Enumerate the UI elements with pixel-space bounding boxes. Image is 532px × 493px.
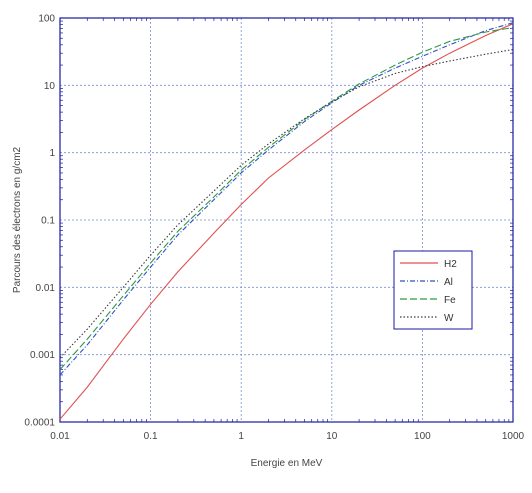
legend-label-al: Al xyxy=(444,277,453,288)
x-tick-label: 0.1 xyxy=(144,431,158,442)
legend-label-fe: Fe xyxy=(444,295,456,306)
y-axis-label: Parcours des électrons en g/cm2 xyxy=(12,146,23,293)
tick-labels: 0.01 0.1 1 10 100 1000 0.0001 0.001 0.01 0.1 1 10 10… xyxy=(24,14,524,443)
grid xyxy=(59,17,514,423)
x-axis-label: Energie en MeV xyxy=(251,458,323,469)
legend-label-w: W xyxy=(444,313,454,324)
y-tick-label: 0.1 xyxy=(41,216,55,227)
x-tick-label: 1 xyxy=(238,431,244,442)
y-tick-label: 10 xyxy=(44,81,56,92)
plot-frame xyxy=(59,17,514,423)
y-tick-label: 100 xyxy=(38,14,55,25)
y-tick-label: 0.001 xyxy=(30,350,55,361)
x-tick-label: 100 xyxy=(414,431,431,442)
y-tick-label: 0.01 xyxy=(36,283,56,294)
series-line-w xyxy=(59,48,514,359)
legend-label-h2: H2 xyxy=(444,259,457,270)
y-tick-label: 1 xyxy=(49,148,55,159)
x-tick-label: 10 xyxy=(326,431,338,442)
series-line-fe xyxy=(59,27,514,370)
y-tick-label: 0.0001 xyxy=(24,418,55,429)
series-layer xyxy=(59,22,514,420)
series-line-h2 xyxy=(59,23,514,420)
x-tick-label: 0.01 xyxy=(50,431,70,442)
legend: H2 Al Fe W xyxy=(393,250,473,330)
series-line-al xyxy=(59,22,514,376)
x-tick-label: 1000 xyxy=(502,431,525,442)
legend-box xyxy=(393,250,473,330)
